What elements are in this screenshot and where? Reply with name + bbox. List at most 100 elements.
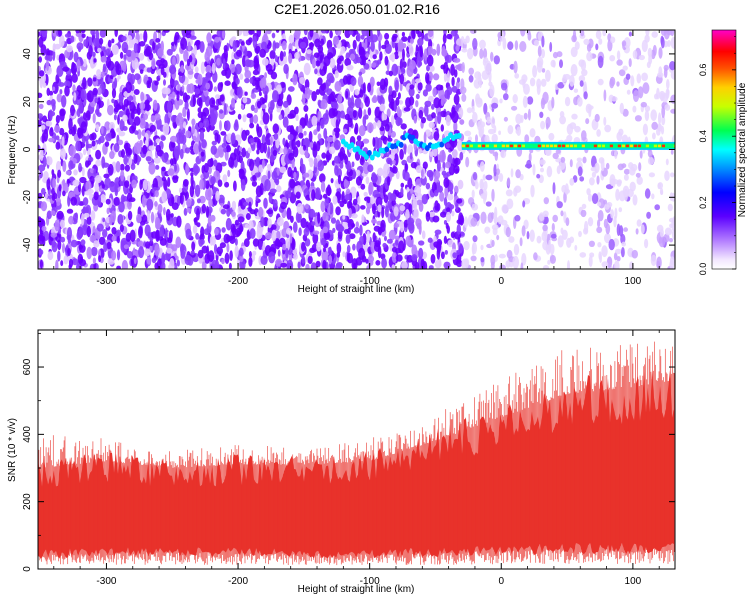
- spectrogram-cell: [45, 120, 53, 127]
- spectrogram-cell: [419, 45, 423, 58]
- spectrogram-cell: [173, 34, 178, 46]
- spectrogram-cell: [263, 142, 267, 154]
- spectrogram-cell: [395, 170, 400, 180]
- spectrogram-cell: [579, 80, 584, 87]
- spectrogram-cell: [384, 205, 389, 218]
- spectrogram-cell: [114, 30, 118, 38]
- spectrogram-cell: [497, 215, 504, 225]
- spectrogram-cell: [376, 81, 381, 87]
- spectrogram-cell: [514, 214, 521, 222]
- spectrogram-cell: [256, 126, 263, 138]
- spectrogram-cell: [205, 180, 210, 190]
- spectrogram-cell: [144, 224, 151, 237]
- spectrogram-cell: [631, 249, 638, 259]
- carrier-cell: [497, 144, 501, 148]
- spectrogram-cell: [360, 34, 365, 40]
- carrier-cell: [469, 144, 473, 148]
- spectrogram-cell: [183, 49, 189, 62]
- spectrogram-cell: [456, 198, 463, 204]
- spectrogram-cell: [355, 56, 362, 64]
- spectrogram-cell: [283, 51, 286, 57]
- spectrogram-cell: [381, 257, 387, 269]
- spectrogram-cell: [163, 79, 166, 86]
- spectrogram-cell: [294, 106, 299, 115]
- spectrogram-cell: [654, 204, 660, 211]
- spectrogram-cell: [134, 116, 141, 126]
- spectrogram-cell: [386, 108, 391, 118]
- spectrogram-cell: [610, 36, 616, 44]
- spectrogram-cell: [55, 197, 61, 206]
- spectrogram-cell: [219, 109, 224, 114]
- spectrogram-cell: [275, 30, 280, 33]
- spectrogram-cell: [328, 255, 333, 265]
- spectrogram-cell: [222, 58, 226, 69]
- spectrogram-cell: [306, 49, 312, 55]
- x-tick-label: -200: [228, 576, 248, 587]
- spectrogram-cell: [188, 83, 195, 94]
- spectrogram-cell: [270, 224, 277, 231]
- spectrogram-cell: [252, 174, 256, 182]
- spectrogram-cell: [320, 98, 328, 110]
- spectrogram-cell: [316, 241, 322, 252]
- spectrogram-cell: [44, 55, 51, 61]
- spectrogram-cell: [171, 196, 175, 205]
- spectrogram-cell: [652, 44, 657, 57]
- spectrogram-cell: [587, 193, 593, 202]
- spectrogram-cell: [347, 117, 353, 128]
- spectrogram-cell: [434, 229, 442, 235]
- spectrogram-cell: [50, 99, 56, 107]
- spectrogram-cell: [413, 115, 417, 124]
- spectrogram-cell: [300, 157, 304, 168]
- spectrogram-cell: [360, 102, 364, 109]
- spectrogram-cell: [281, 40, 287, 51]
- spectrogram-cell: [484, 226, 491, 234]
- spectrogram-cell: [102, 162, 110, 168]
- spectrogram-cell: [326, 184, 331, 197]
- spectrogram-cell: [471, 105, 475, 114]
- spectrogram-cell: [409, 152, 413, 160]
- spectrogram-cell: [287, 86, 295, 92]
- spectrogram-cell: [337, 174, 342, 185]
- spectrogram-cell: [399, 73, 405, 85]
- spectrogram-cell: [210, 157, 214, 167]
- spectrogram-cell: [266, 209, 273, 215]
- spectrogram-cell: [220, 81, 224, 88]
- spectrogram-cell: [88, 45, 93, 58]
- spectrogram-cell: [218, 149, 224, 158]
- spectrogram-cell: [249, 123, 255, 129]
- spectrogram-cell: [418, 148, 422, 154]
- spectrogram-cell: [155, 164, 160, 170]
- spectrogram-cell: [38, 92, 43, 98]
- spectrogram-cell: [392, 166, 398, 174]
- spectrogram-cell: [344, 58, 352, 67]
- spectrogram-cell: [45, 192, 48, 199]
- spectrogram-cell: [98, 255, 102, 263]
- spectrogram-cell: [644, 34, 650, 43]
- colorbar-axis: 0.00.20.40.6: [698, 36, 736, 275]
- spectrogram-cell: [582, 156, 587, 164]
- spectrogram-cell: [647, 156, 655, 165]
- spectrogram-cell: [651, 121, 658, 130]
- spectrogram-cell: [248, 251, 252, 258]
- spectrogram-cell: [664, 227, 673, 236]
- spectrogram-cell: [141, 214, 148, 223]
- spectrogram-cell: [411, 254, 418, 262]
- spectrogram-cell: [569, 178, 575, 186]
- spectrogram-cell: [322, 193, 328, 199]
- spectrogram-cell: [320, 181, 326, 193]
- spectrogram-cell: [213, 86, 218, 92]
- carrier-cell: [537, 144, 541, 148]
- spectrogram-cell: [55, 141, 61, 150]
- spectrogram-cell: [136, 213, 142, 224]
- spectrogram-cell: [367, 107, 372, 116]
- spectrogram-cell: [123, 155, 129, 166]
- spectrogram-cell: [572, 30, 577, 42]
- spectrogram-cell: [118, 201, 125, 213]
- spectrogram-cell: [231, 211, 236, 218]
- spectrogram-cell: [93, 168, 97, 176]
- spectrogram-cell: [354, 88, 360, 96]
- spectrogram-cell: [38, 56, 42, 63]
- spectrogram-cell: [206, 32, 212, 44]
- spectrogram-cell: [574, 125, 581, 133]
